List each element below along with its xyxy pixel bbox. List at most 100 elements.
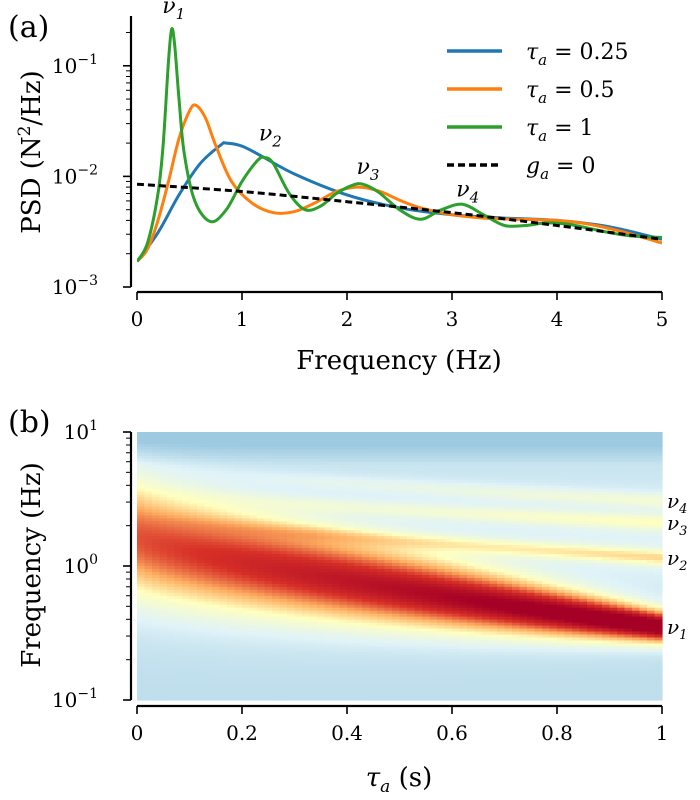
heatmap-cell (332, 685, 341, 689)
heatmap-cell (414, 551, 423, 555)
heatmap-cell (527, 580, 536, 585)
heatmap-cell (534, 652, 543, 656)
heatmap-cell (317, 697, 326, 701)
heatmap-cell (429, 667, 438, 671)
heatmap-cell (302, 607, 311, 612)
heatmap-cell (354, 485, 363, 490)
heatmap-cell (369, 542, 378, 546)
heatmap-cell (444, 643, 453, 647)
heatmap-cell (204, 539, 213, 543)
heatmap-cell (219, 521, 228, 525)
heatmap-cell (257, 643, 266, 647)
heatmap-cell (354, 488, 363, 493)
heatmap-cell (204, 619, 213, 624)
annotation-nu3: ν3 (357, 155, 380, 184)
heatmap-cell (137, 679, 146, 683)
heatmap-cell (137, 488, 146, 493)
heatmap-cell (212, 524, 221, 528)
heatmap-cell (452, 476, 461, 481)
heatmap-cell (512, 476, 521, 481)
heatmap-cell (489, 563, 498, 567)
heatmap-cell (527, 488, 536, 493)
heatmap-cell (437, 664, 446, 668)
heatmap-cell (144, 682, 153, 686)
heatmap-cell (437, 542, 446, 546)
heatmap-cell (429, 497, 438, 502)
heatmap-cell (489, 566, 498, 570)
heatmap-cell (354, 568, 363, 573)
heatmap-cell (159, 503, 168, 508)
heatmap-cell (504, 655, 513, 659)
heatmap-cell (384, 577, 393, 582)
heatmap-cell (474, 467, 483, 472)
heatmap-cell (204, 679, 213, 683)
heatmap-cell (309, 685, 318, 689)
heatmap-cell (317, 589, 326, 594)
heatmap-cell (452, 527, 461, 531)
heatmap-cell (294, 458, 303, 463)
heatmap-cell (399, 560, 408, 564)
heatmap-cell (519, 682, 528, 686)
heatmap-cell (354, 482, 363, 487)
heatmap-cell (407, 643, 416, 647)
heatmap-cell (467, 470, 476, 475)
heatmap-cell (287, 512, 296, 516)
heatmap-cell (519, 598, 528, 603)
heatmap-cell (392, 619, 401, 624)
heatmap-cell (302, 682, 311, 686)
heatmap-cell (467, 640, 476, 645)
heatmap-cell (189, 566, 198, 570)
heatmap-cell (152, 518, 161, 522)
heatmap-cell (354, 595, 363, 600)
heatmap-cell (197, 643, 206, 647)
heatmap-cell (189, 530, 198, 534)
heatmap-cell (362, 697, 371, 701)
heatmap-cell (234, 661, 243, 665)
heatmap-cell (219, 479, 228, 484)
heatmap-cell (287, 563, 296, 567)
heatmap-cell (309, 455, 318, 460)
heatmap-cell (362, 485, 371, 490)
heatmap-cell (302, 440, 311, 445)
heatmap-cell (257, 589, 266, 594)
heatmap-cell (144, 464, 153, 469)
heatmap-cell (339, 664, 348, 668)
heatmap-cell (159, 679, 168, 683)
heatmap-cell (474, 637, 483, 642)
heatmap-cell (504, 464, 513, 469)
heatmap-cell (189, 527, 198, 531)
heatmap-cell (504, 658, 513, 662)
heatmap-cell (459, 622, 468, 627)
heatmap-cell (257, 661, 266, 665)
heatmap-cell (444, 571, 453, 576)
heatmap-cell (512, 598, 521, 603)
heatmap-cell (512, 592, 521, 597)
heatmap-cell (159, 676, 168, 680)
heatmap-cell (399, 667, 408, 671)
heatmap-cell (414, 488, 423, 493)
heatmap-cell (339, 518, 348, 522)
heatmap-cell (407, 691, 416, 695)
heatmap-cell (429, 649, 438, 653)
heatmap-cell (422, 640, 431, 645)
heatmap-cell (347, 691, 356, 695)
heatmap-cell (354, 542, 363, 546)
heatmap-cell (287, 521, 296, 525)
heatmap-cell (227, 539, 236, 543)
heatmap-cell (234, 476, 243, 481)
heatmap-cell (422, 455, 431, 460)
heatmap-cell (302, 649, 311, 653)
heatmap-cell (279, 539, 288, 543)
heatmap-cell (377, 458, 386, 463)
heatmap-cell (452, 589, 461, 594)
heatmap-cell (452, 479, 461, 484)
heatmap-cell (474, 604, 483, 609)
heatmap-cell (392, 604, 401, 609)
heatmap-cell (519, 485, 528, 490)
heatmap-cell (527, 548, 536, 552)
heatmap-cell (474, 539, 483, 543)
heatmap-cell (257, 479, 266, 484)
heatmap-cell (294, 667, 303, 671)
heatmap-cell (467, 592, 476, 597)
heatmap-cell (204, 601, 213, 606)
